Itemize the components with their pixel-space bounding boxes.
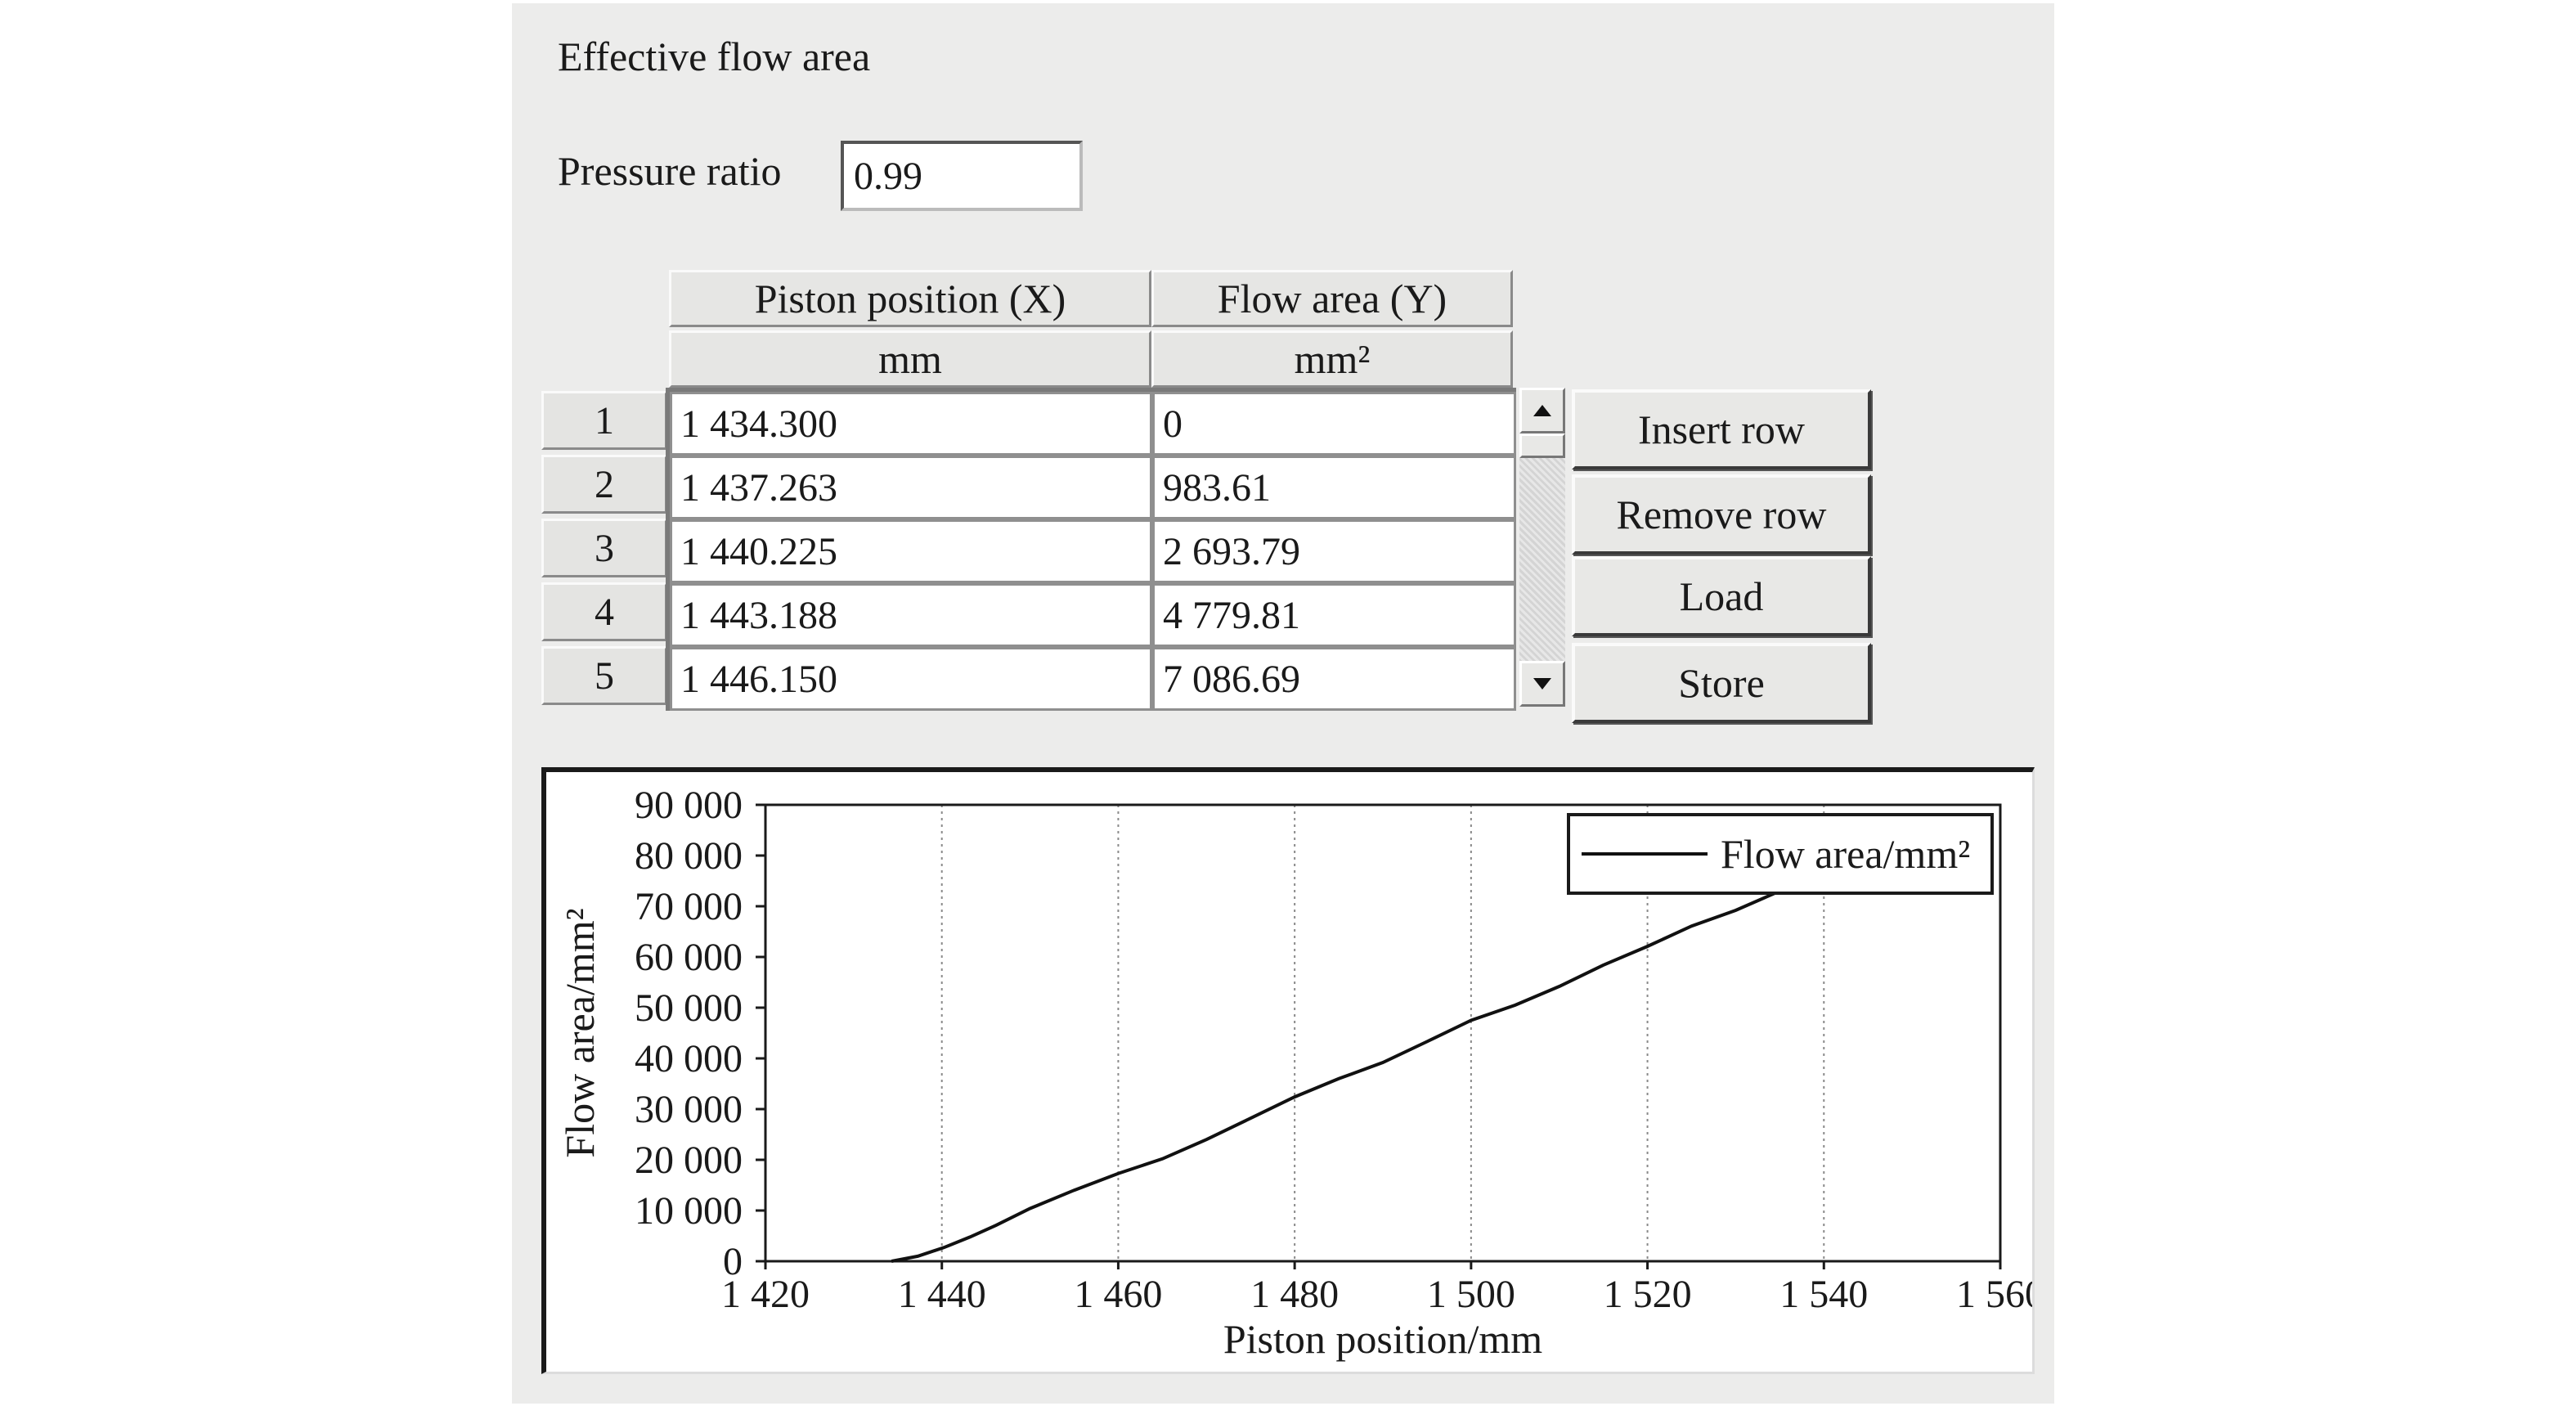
piston-position-cell[interactable]: 1 440.225 xyxy=(670,519,1152,583)
row-index[interactable]: 3 xyxy=(541,519,667,577)
y-tick-label: 70 000 xyxy=(635,885,743,928)
y-tick-label: 40 000 xyxy=(635,1037,743,1080)
x-tick-label: 1 440 xyxy=(898,1273,986,1316)
triangle-down-icon xyxy=(1533,678,1551,690)
y-tick-label: 0 xyxy=(723,1240,743,1283)
triangle-up-icon xyxy=(1533,405,1551,416)
x-tick-label: 1 460 xyxy=(1074,1273,1162,1316)
data-grid: 1 434.300 0 1 437.263 983.61 1 440.225 2… xyxy=(666,388,1516,711)
table-row: 1 437.263 983.61 xyxy=(670,456,1516,519)
y-tick-label: 20 000 xyxy=(635,1139,743,1182)
column-unit-piston-position: mm xyxy=(669,330,1151,388)
flow-area-cell[interactable]: 7 086.69 xyxy=(1152,647,1516,711)
pressure-ratio-label: Pressure ratio xyxy=(558,148,782,194)
series-line-flow-area xyxy=(891,889,1781,1263)
row-index[interactable]: 1 xyxy=(541,391,667,450)
table-row: 1 440.225 2 693.79 xyxy=(670,519,1516,583)
piston-position-cell[interactable]: 1 437.263 xyxy=(670,456,1152,519)
x-tick-label: 1 500 xyxy=(1427,1273,1515,1316)
column-unit-flow-area: mm² xyxy=(1151,330,1513,388)
remove-row-button[interactable]: Remove row xyxy=(1572,474,1871,555)
flow-area-cell[interactable]: 4 779.81 xyxy=(1152,583,1516,647)
x-tick-label: 1 520 xyxy=(1604,1273,1692,1316)
piston-position-cell[interactable]: 1 434.300 xyxy=(670,392,1152,456)
y-tick-label: 90 000 xyxy=(635,784,743,827)
flow-area-cell[interactable]: 2 693.79 xyxy=(1152,519,1516,583)
insert-row-button[interactable]: Insert row xyxy=(1572,389,1871,469)
pressure-ratio-input[interactable] xyxy=(841,141,1083,211)
row-index[interactable]: 5 xyxy=(541,646,667,705)
piston-position-cell[interactable]: 1 443.188 xyxy=(670,583,1152,647)
x-tick-label: 1 560 xyxy=(1956,1273,2032,1316)
panel-title: Effective flow area xyxy=(558,34,871,79)
y-tick-label: 30 000 xyxy=(635,1088,743,1131)
y-tick-label: 50 000 xyxy=(635,986,743,1030)
store-button[interactable]: Store xyxy=(1572,643,1871,723)
x-axis-label: Piston position/mm xyxy=(1223,1316,1542,1362)
flow-area-cell[interactable]: 983.61 xyxy=(1152,456,1516,519)
effective-flow-area-panel: Effective flow area Pressure ratio Pisto… xyxy=(512,3,2054,1404)
y-tick-label: 80 000 xyxy=(635,834,743,878)
x-tick-label: 1 420 xyxy=(721,1273,810,1316)
legend-label: Flow area/mm² xyxy=(1721,831,1970,877)
table-row: 1 443.188 4 779.81 xyxy=(670,583,1516,647)
row-index[interactable]: 4 xyxy=(541,582,667,641)
load-button[interactable]: Load xyxy=(1572,556,1871,636)
table-row: 1 434.300 0 xyxy=(670,392,1516,456)
table-row: 1 446.150 7 086.69 xyxy=(670,647,1516,711)
y-tick-label: 60 000 xyxy=(635,936,743,979)
row-index-column: 1 2 3 4 5 xyxy=(541,391,667,705)
scroll-thumb[interactable] xyxy=(1519,433,1565,458)
y-axis-label: Flow area/mm² xyxy=(557,908,603,1157)
chart-svg: 0 10 000 20 000 30 000 40 000 50 000 60 000 70 … xyxy=(557,784,2032,1362)
plot-area xyxy=(764,803,2002,1263)
flow-area-cell[interactable]: 0 xyxy=(1152,392,1516,456)
row-index[interactable]: 2 xyxy=(541,455,667,514)
x-tick-label: 1 480 xyxy=(1250,1273,1339,1316)
x-tick-label: 1 540 xyxy=(1779,1273,1868,1316)
scroll-down-button[interactable] xyxy=(1519,661,1565,707)
scroll-up-button[interactable] xyxy=(1519,388,1565,433)
y-tick-label: 10 000 xyxy=(635,1189,743,1233)
piston-position-cell[interactable]: 1 446.150 xyxy=(670,647,1152,711)
column-header-flow-area[interactable]: Flow area (Y) xyxy=(1151,270,1513,327)
column-header-piston-position[interactable]: Piston position (X) xyxy=(669,270,1151,327)
table-scrollbar[interactable] xyxy=(1519,388,1565,707)
flow-area-chart: 0 10 000 20 000 30 000 40 000 50 000 60 000 70 … xyxy=(541,767,2035,1374)
